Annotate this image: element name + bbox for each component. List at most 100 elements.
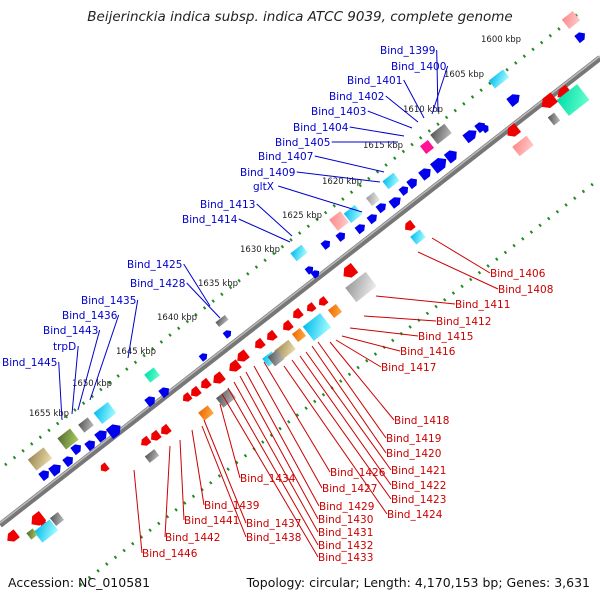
gene-feature-box [547,112,561,126]
label-leader [179,439,185,521]
gene-feature-box [512,135,534,157]
forward-gene [304,266,314,275]
forward-gene [38,470,49,482]
gene-feature-box [419,139,435,155]
gene-label: Bind_1446 [142,548,198,560]
label-leader [305,351,392,471]
reverse-gene [161,423,172,435]
gene-label: Bind_1429 [319,501,374,513]
forward-gene [398,186,409,196]
gene-label: Bind_1400 [391,61,446,73]
scale-label: 1655 kbp [29,409,69,419]
reverse-gene [191,385,202,397]
label-leader [431,237,491,274]
gene-label: gltX [253,181,274,193]
gene-label: Bind_1433 [318,552,373,564]
label-leader [385,95,419,123]
forward-gene [70,444,81,456]
gene-label: Bind_1403 [311,106,366,118]
gene-label: Bind_1432 [318,540,373,552]
gene-label: trpD [53,341,76,353]
gene-label: Bind_1428 [130,278,185,290]
forward-gene [406,178,417,190]
gene-feature-box [382,172,400,190]
label-leader [133,469,143,554]
forward-gene [335,232,346,242]
label-leader [341,335,401,352]
gene-feature-box [49,511,65,527]
gene-label: Bind_1445 [2,357,57,369]
label-leader [291,359,392,500]
reverse-gene [100,462,110,472]
label-leader [191,429,205,506]
reverse-gene [237,349,250,362]
gene-label: Bind_1413 [200,199,255,211]
scale-label: 1645 kbp [116,347,156,357]
gene-label: Bind_1415 [418,331,473,343]
reverse-gene [318,296,329,306]
gene-label: Bind_1418 [394,415,449,427]
scale-label: 1650 kbp [72,379,112,389]
gene-feature-box [327,303,343,319]
forward-gene [62,456,73,468]
gene-feature-box [365,191,381,207]
reverse-gene [343,262,359,278]
reverse-gene [283,319,294,331]
scale-label: 1635 kbp [198,279,238,289]
reverse-gene [293,307,304,319]
gene-label: Bind_1422 [391,480,446,492]
reverse-gene [229,359,242,372]
gene-label: Bind_1442 [165,532,220,544]
gene-label: Bind_1441 [184,515,239,527]
label-leader [221,393,319,558]
label-leader [349,126,405,137]
genome-backbone-highlight [0,55,600,524]
label-leader [233,381,319,533]
reverse-gene [182,392,193,402]
label-leader [299,355,392,486]
forward-gene [320,240,331,250]
label-leader [89,314,120,401]
label-leader [186,282,221,319]
genome-title: Beijerinckia indica subsp. indica ATCC 9… [87,9,513,25]
forward-gene [105,424,121,440]
scale-label: 1610 kbp [403,105,443,115]
gene-feature-box [488,69,510,89]
forward-gene [375,203,386,214]
gene-label: Bind_1412 [436,316,491,328]
forward-gene [430,158,447,174]
label-leader [253,365,323,489]
reverse-gene [7,529,20,542]
gene-label: Bind_1425 [127,259,182,271]
gene-feature-box [144,449,160,463]
gene-label: Bind_1409 [240,167,295,179]
label-leader [296,171,381,183]
gene-feature-box [329,211,349,231]
gene-feature-box [410,229,426,245]
forward-gene [366,214,377,225]
gene-label: Bind_1424 [387,509,443,521]
gene-label: Bind_1435 [81,295,136,307]
gene-feature-box [290,244,308,262]
label-leader [375,295,456,305]
reverse-gene [255,337,266,349]
gene-feature-box [216,388,236,408]
gene-label: Bind_1437 [246,518,301,530]
forward-gene [144,396,155,408]
reverse-gene [141,435,152,446]
gene-feature-box [343,204,363,224]
genome-backbone [0,55,600,528]
gene-label: Bind_1408 [498,284,553,296]
gene-label: Bind_1416 [400,346,456,358]
gene-feature-box [215,314,229,328]
gene-feature-box [78,417,94,433]
forward-gene [84,440,95,452]
gene-feature-box [57,428,79,450]
reverse-gene [405,219,416,231]
gene-feature-box [267,349,285,367]
scale-label: 1605 kbp [444,70,484,80]
label-leader [164,445,171,538]
gene-label: Bind_1414 [182,214,238,226]
genome-summary: Topology: circular; Length: 4,170,153 bp… [246,575,590,590]
gene-feature-box [302,313,332,341]
